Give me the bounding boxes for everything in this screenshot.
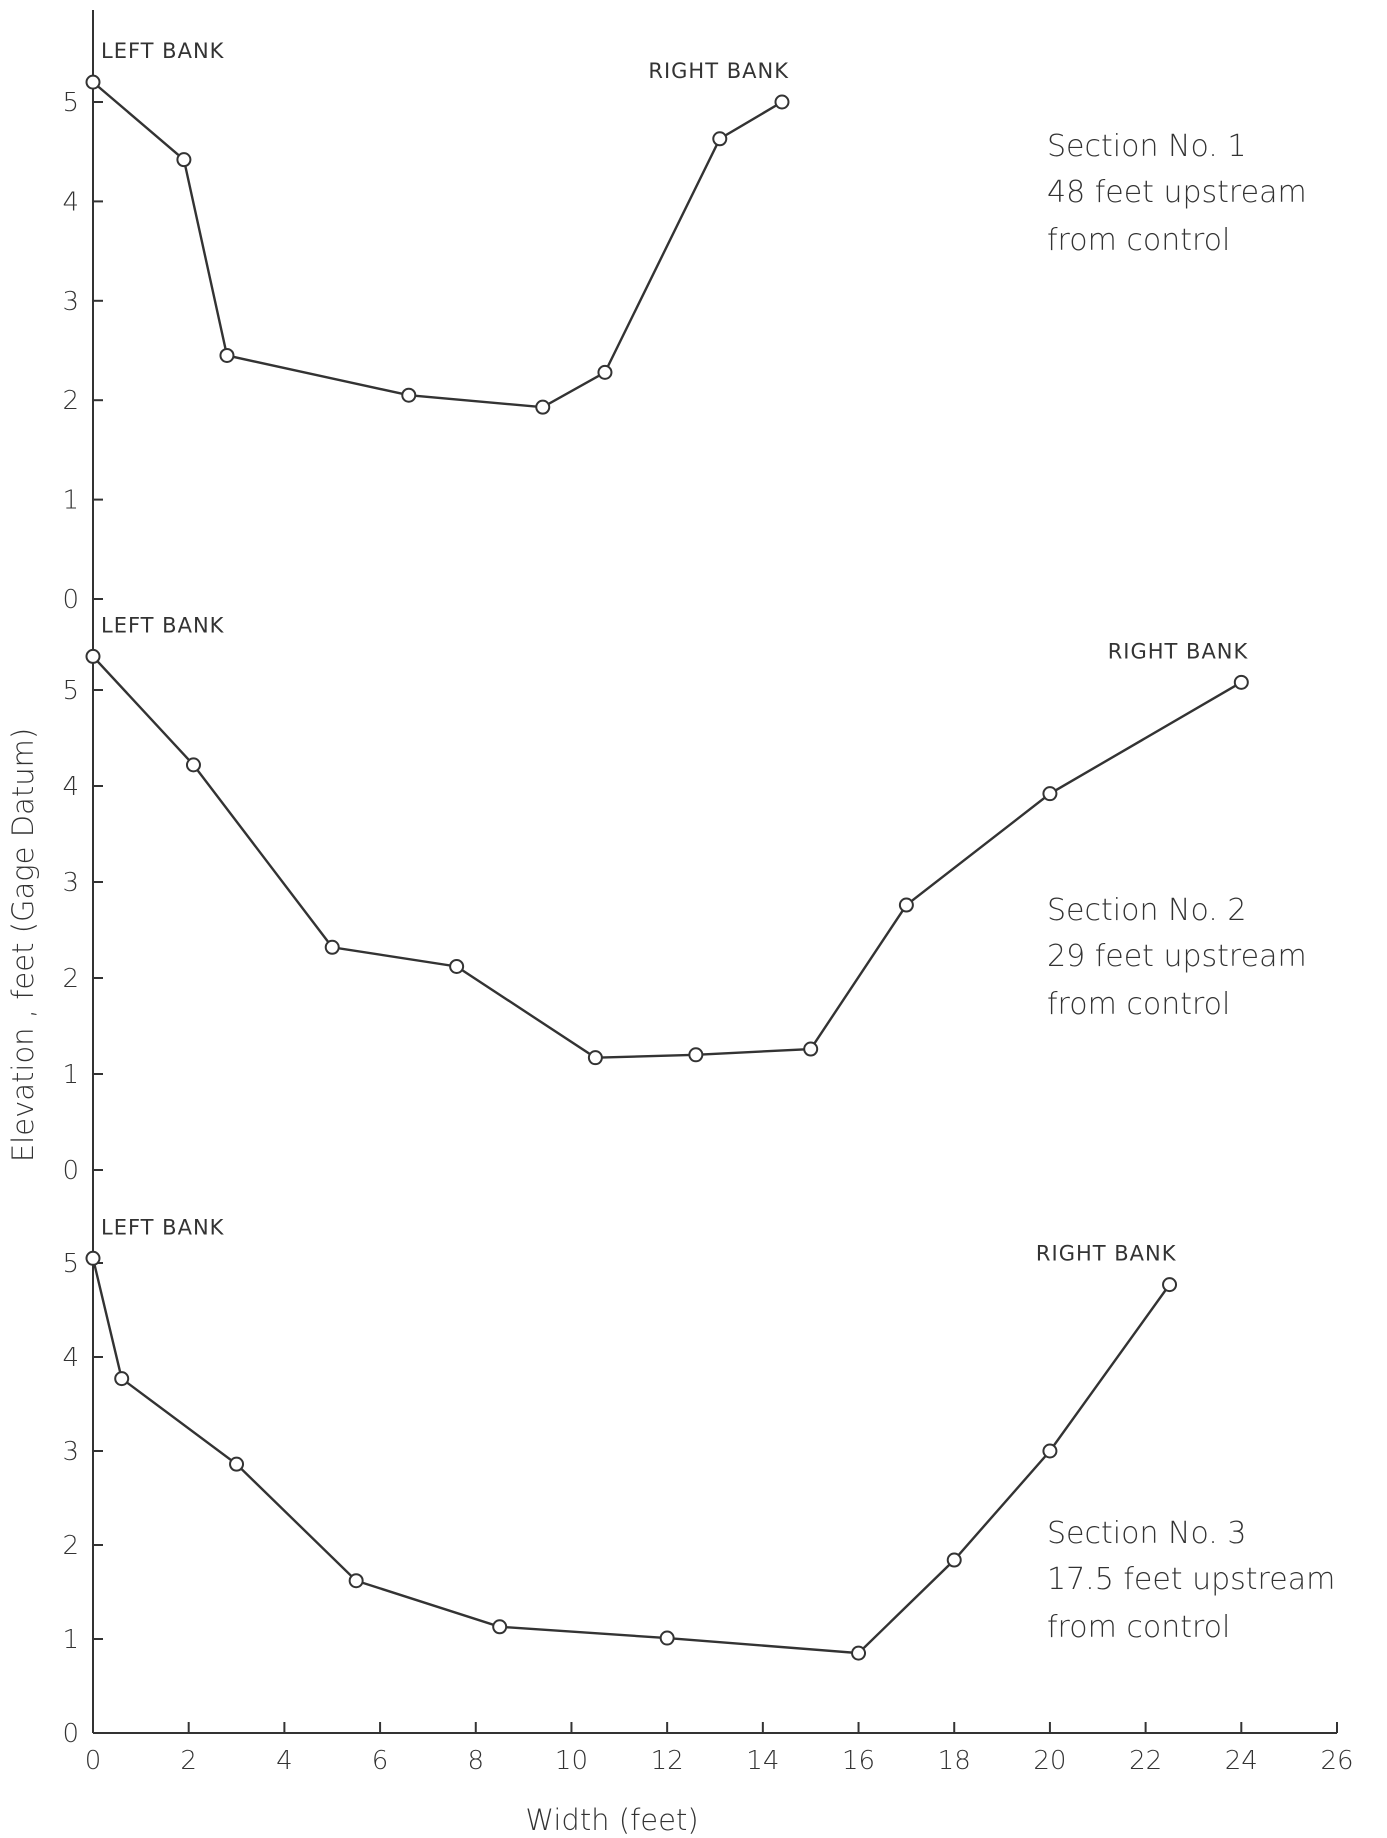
data-point bbox=[946, 1552, 962, 1568]
x-tick-label: 20 bbox=[1033, 1746, 1066, 1776]
data-point bbox=[535, 399, 551, 415]
y-tick-label: 4 bbox=[62, 1343, 79, 1373]
right-bank-label: RIGHT BANK bbox=[1036, 1242, 1177, 1266]
data-point bbox=[1042, 786, 1058, 802]
axes: 0 2 4 6 8 10 12 14 16 18 20 22 24 26 bbox=[85, 10, 1354, 1776]
section-label-line: 48 feet upstream bbox=[1047, 175, 1307, 210]
data-point bbox=[185, 757, 201, 773]
y-tick-label: 3 bbox=[62, 1437, 79, 1467]
data-point bbox=[712, 131, 728, 147]
x-tick-label: 4 bbox=[276, 1746, 293, 1776]
section-profile-line bbox=[91, 1258, 1171, 1655]
panels: 0 1 2 3 4 5 LEFT BANK RIGHT BANK Section No. 1 48… bbox=[62, 39, 1335, 1749]
section-profile-line bbox=[92, 81, 783, 409]
x-tick-label: 12 bbox=[651, 1746, 684, 1776]
data-point bbox=[492, 1619, 508, 1635]
data-point bbox=[85, 648, 101, 664]
section-label-line: 29 feet upstream bbox=[1047, 939, 1307, 974]
y-tick-label: 5 bbox=[62, 88, 79, 118]
data-point bbox=[587, 1050, 603, 1066]
x-tick-label: 6 bbox=[372, 1746, 389, 1776]
left-bank-label: LEFT BANK bbox=[101, 39, 225, 63]
data-point bbox=[229, 1456, 245, 1472]
x-tick-label: 16 bbox=[842, 1746, 875, 1776]
x-tick-label: 18 bbox=[938, 1746, 971, 1776]
data-point bbox=[85, 1250, 101, 1266]
data-point bbox=[219, 347, 235, 363]
data-point bbox=[1042, 1443, 1058, 1459]
y-tick-label: 5 bbox=[62, 676, 79, 706]
data-point bbox=[851, 1645, 867, 1661]
data-point bbox=[803, 1041, 819, 1057]
section-label-line: Section No. 1 bbox=[1047, 129, 1246, 164]
section-label-line: Section No. 2 bbox=[1047, 893, 1246, 928]
data-point bbox=[85, 74, 101, 90]
y-tick-label: 4 bbox=[62, 187, 79, 217]
section-label-line: from control bbox=[1047, 987, 1230, 1022]
section-profile-line bbox=[92, 655, 1242, 1059]
data-point bbox=[324, 939, 340, 955]
y-tick-label: 2 bbox=[62, 964, 79, 994]
y-tick-label: 2 bbox=[62, 386, 79, 416]
right-bank-label: RIGHT BANK bbox=[1108, 639, 1249, 663]
x-tick-label: 22 bbox=[1129, 1746, 1162, 1776]
y-tick-label: 5 bbox=[62, 1249, 79, 1279]
data-point bbox=[898, 897, 914, 913]
x-tick-label: 8 bbox=[467, 1746, 484, 1776]
data-point bbox=[774, 94, 790, 110]
x-tick-label: 0 bbox=[85, 1746, 102, 1776]
right-bank-label: RIGHT BANK bbox=[648, 59, 789, 83]
data-point bbox=[659, 1630, 675, 1646]
section-panel-1: 0 1 2 3 4 5 LEFT BANK RIGHT BANK Section No. 1 48… bbox=[62, 39, 1306, 615]
data-point bbox=[449, 958, 465, 974]
section-panel-2: 0 1 2 3 4 5 LEFT BANK RIGHT BANK Section No. 2 29… bbox=[62, 613, 1306, 1186]
data-point bbox=[176, 152, 192, 168]
section-label-line: 17.5 feet upstream bbox=[1047, 1562, 1335, 1597]
y-tick-label: 1 bbox=[62, 486, 79, 516]
section-panel-3: 0 1 2 3 4 5 LEFT BANK RIGHT BANK Section No. 3 17… bbox=[62, 1215, 1335, 1749]
y-tick-label: 0 bbox=[62, 1719, 79, 1749]
data-point bbox=[1162, 1277, 1178, 1293]
y-tick-label: 1 bbox=[62, 1060, 79, 1090]
y-axis-title: Elevation , feet (Gage Datum) bbox=[6, 728, 40, 1162]
y-tick-label: 4 bbox=[62, 772, 79, 802]
x-tick-label: 26 bbox=[1320, 1746, 1353, 1776]
y-tick-label: 0 bbox=[62, 585, 79, 615]
left-bank-label: LEFT BANK bbox=[101, 1215, 225, 1239]
section-label-line: from control bbox=[1047, 1610, 1230, 1645]
data-point bbox=[1233, 674, 1249, 690]
y-tick-label: 2 bbox=[62, 1531, 79, 1561]
section-label-line: from control bbox=[1047, 223, 1230, 258]
x-tick-label: 14 bbox=[746, 1746, 779, 1776]
left-bank-label: LEFT BANK bbox=[101, 613, 225, 637]
y-tick-label: 3 bbox=[62, 868, 79, 898]
data-point bbox=[401, 387, 417, 403]
section-label-line: Section No. 3 bbox=[1047, 1516, 1246, 1551]
data-point bbox=[114, 1371, 130, 1387]
x-tick-label: 10 bbox=[555, 1746, 588, 1776]
x-tick-label: 2 bbox=[180, 1746, 197, 1776]
data-point bbox=[688, 1047, 704, 1063]
data-point bbox=[348, 1573, 364, 1589]
y-tick-label: 3 bbox=[62, 287, 79, 317]
y-tick-label: 0 bbox=[62, 1156, 79, 1186]
data-point bbox=[597, 364, 613, 380]
x-tick-label: 24 bbox=[1225, 1746, 1258, 1776]
x-axis-title: Width (feet) bbox=[525, 1803, 698, 1837]
y-tick-label: 1 bbox=[62, 1625, 79, 1655]
